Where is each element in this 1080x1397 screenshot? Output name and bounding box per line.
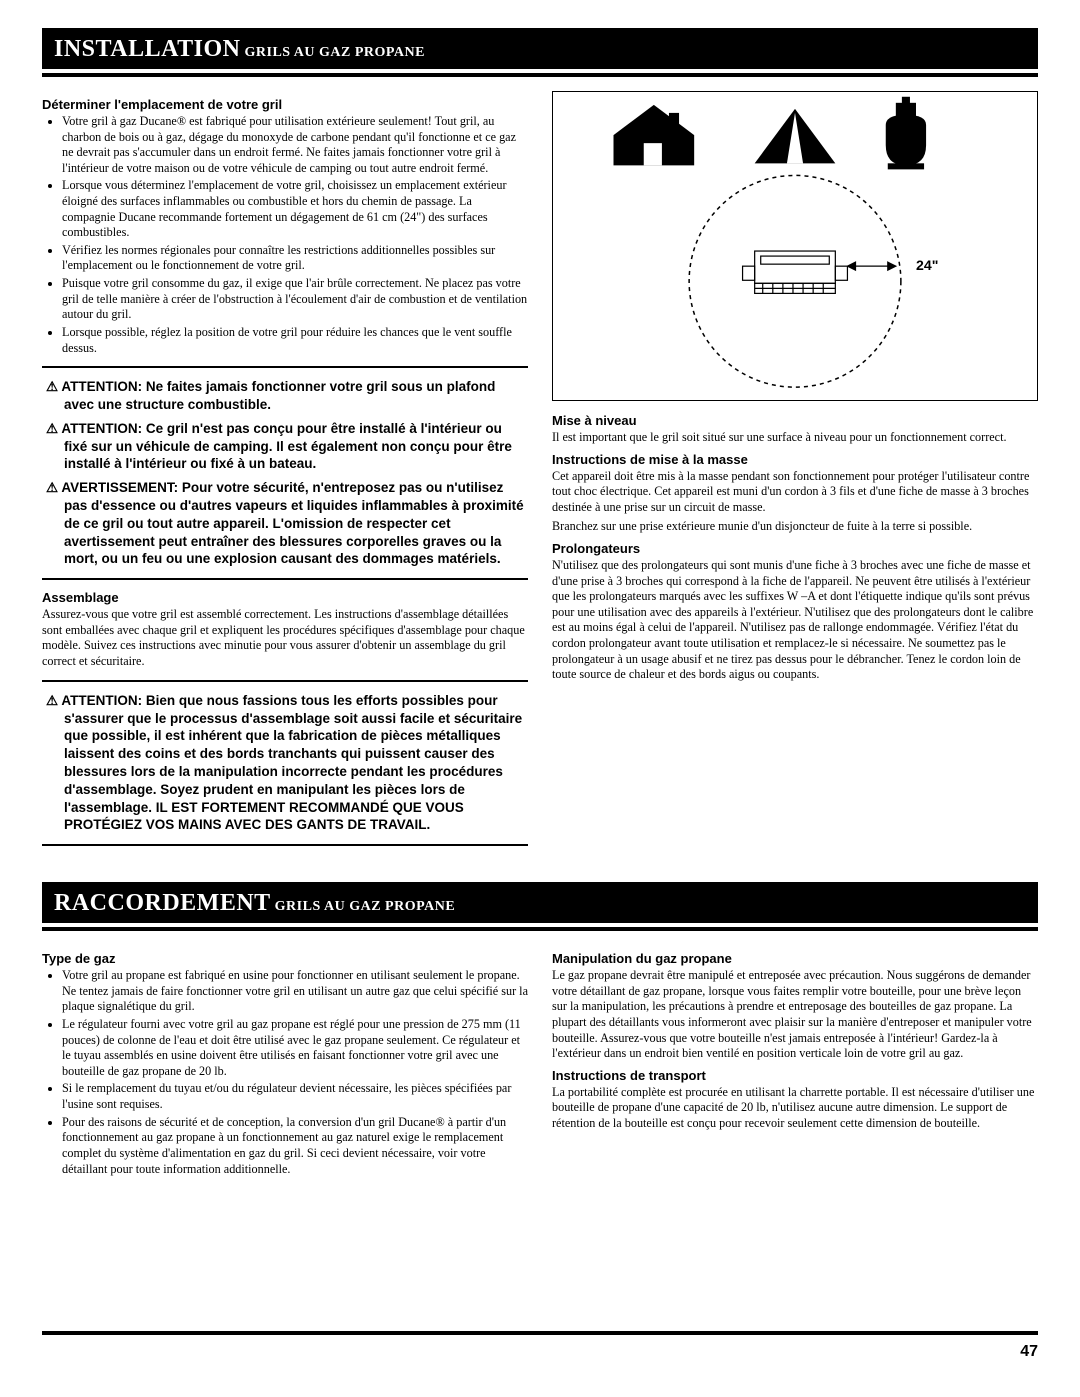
list-item: Si le remplacement du tuyau et/ou du rég… — [62, 1081, 528, 1112]
warning: AVERTISSEMENT: Pour votre sécurité, n'en… — [42, 479, 528, 568]
section2-title-big: RACCORDEMENT — [54, 890, 271, 916]
clearance-diagram-svg: 24" — [553, 92, 1037, 400]
grill-icon — [743, 251, 848, 293]
footer-divider — [42, 1331, 1038, 1335]
section2-right-col: Manipulation du gaz propane Le gaz propa… — [552, 945, 1038, 1183]
divider — [42, 578, 528, 580]
divider — [42, 927, 1038, 931]
paragraph: La portabilité complète est procurée en … — [552, 1085, 1038, 1132]
page-number: 47 — [1020, 1343, 1038, 1361]
bullet-list: Votre gril au propane est fabriqué en us… — [42, 968, 528, 1177]
divider — [42, 73, 1038, 77]
list-item: Votre gril au propane est fabriqué en us… — [62, 968, 528, 1015]
divider — [42, 844, 528, 846]
subhead: Type de gaz — [42, 951, 528, 966]
section2-title-small: GRILS AU GAZ PROPANE — [275, 899, 455, 914]
house-icon — [614, 105, 695, 166]
clearance-diagram: 24" — [552, 91, 1038, 401]
subhead: Manipulation du gaz propane — [552, 951, 1038, 966]
clearance-dimension — [847, 262, 895, 270]
paragraph: Cet appareil doit être mis à la masse pe… — [552, 469, 1038, 516]
list-item: Vérifiez les normes régionales pour conn… — [62, 243, 528, 274]
section2-header: RACCORDEMENT GRILS AU GAZ PROPANE — [42, 882, 1038, 923]
list-item: Le régulateur fourni avec votre gril au … — [62, 1017, 528, 1079]
section2-left-col: Type de gaz Votre gril au propane est fa… — [42, 945, 528, 1183]
section1-title-big: INSTALLATION — [54, 36, 241, 62]
warning: ATTENTION: Ne faites jamais fonctionner … — [42, 378, 528, 414]
clearance-circle — [689, 175, 901, 387]
paragraph: Le gaz propane devrait être manipulé et … — [552, 968, 1038, 1062]
subhead: Mise à niveau — [552, 413, 1038, 428]
paragraph: Branchez sur une prise extérieure munie … — [552, 519, 1038, 535]
page: INSTALLATION GRILS AU GAZ PROPANE Déterm… — [42, 28, 1038, 1357]
list-item: Puisque votre gril consomme du gaz, il e… — [62, 276, 528, 323]
list-item: Pour des raisons de sécurité et de conce… — [62, 1115, 528, 1177]
section1-header: INSTALLATION GRILS AU GAZ PROPANE — [42, 28, 1038, 69]
divider — [42, 366, 528, 368]
list-item: Votre gril à gaz Ducane® est fabriqué po… — [62, 114, 528, 176]
paragraph: N'utilisez que des prolongateurs qui son… — [552, 558, 1038, 683]
list-item: Lorsque vous déterminez l'emplacement de… — [62, 178, 528, 240]
subhead: Prolongateurs — [552, 541, 1038, 556]
paragraph: Il est important que le gril soit situé … — [552, 430, 1038, 446]
list-item: Lorsque possible, réglez la position de … — [62, 325, 528, 356]
subhead: Déterminer l'emplacement de votre gril — [42, 97, 528, 112]
clearance-label: 24" — [916, 257, 938, 273]
warning: ATTENTION: Ce gril n'est pas conçu pour … — [42, 420, 528, 473]
divider — [42, 680, 528, 682]
bullet-list: Votre gril à gaz Ducane® est fabriqué po… — [42, 114, 528, 356]
subhead: Assemblage — [42, 590, 528, 605]
section1-left-col: Déterminer l'emplacement de votre gril V… — [42, 91, 528, 856]
section1-right-col: 24" Mise à niveau Il est important que l… — [552, 91, 1038, 856]
section2: RACCORDEMENT GRILS AU GAZ PROPANE Type d… — [42, 882, 1038, 1183]
subhead: Instructions de transport — [552, 1068, 1038, 1083]
section1-columns: Déterminer l'emplacement de votre gril V… — [42, 91, 1038, 856]
section1-title-small: GRILS AU GAZ PROPANE — [245, 45, 425, 60]
tent-icon — [755, 109, 836, 163]
warning: ATTENTION: Bien que nous fassions tous l… — [42, 692, 528, 835]
propane-tank-icon — [886, 97, 926, 170]
section2-columns: Type de gaz Votre gril au propane est fa… — [42, 945, 1038, 1183]
paragraph: Assurez-vous que votre gril est assemblé… — [42, 607, 528, 669]
subhead: Instructions de mise à la masse — [552, 452, 1038, 467]
